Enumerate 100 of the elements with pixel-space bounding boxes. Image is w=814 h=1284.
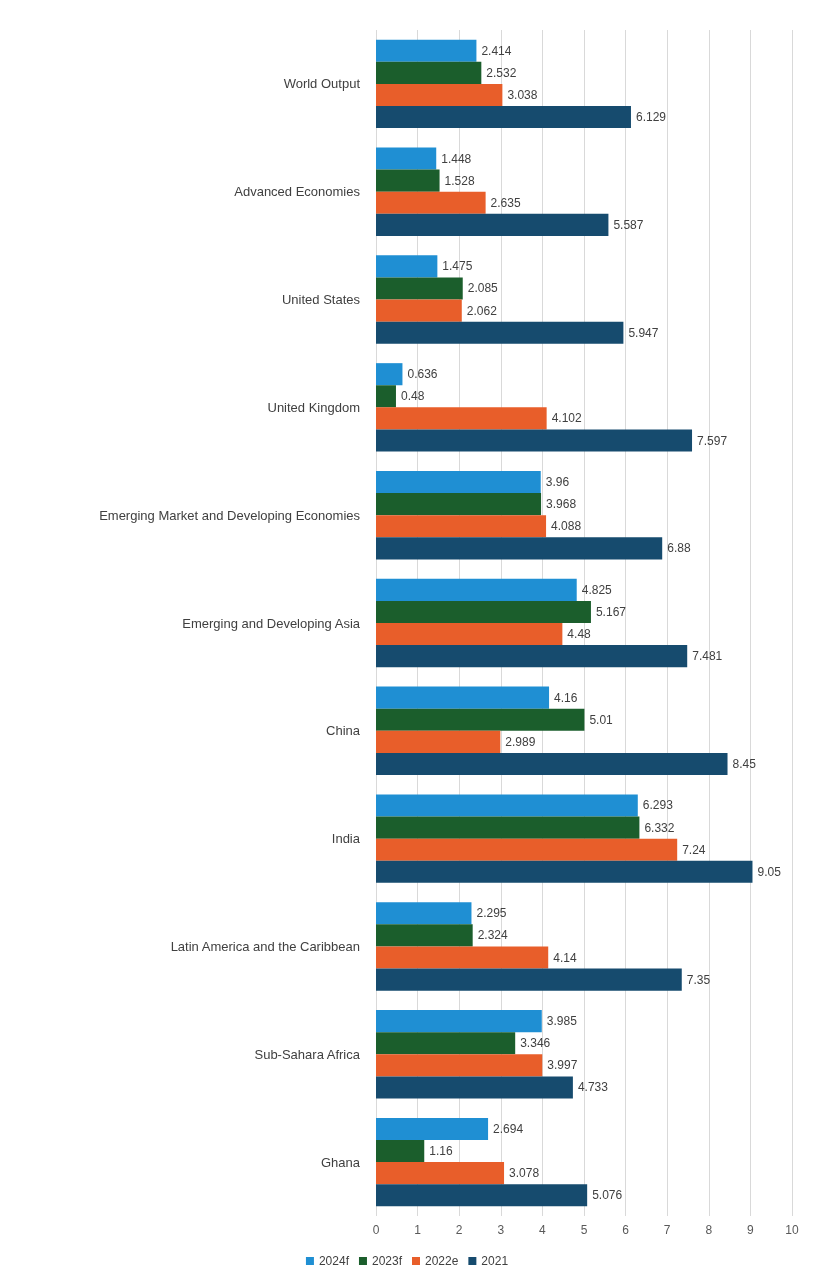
x-tick-label: 2	[455, 1223, 463, 1237]
data-label: 4.102	[551, 411, 582, 426]
data-label: 2.635	[490, 195, 521, 210]
data-label: 2.694	[493, 1121, 524, 1136]
data-label: 3.346	[520, 1036, 551, 1051]
bar	[376, 1032, 516, 1055]
bar	[376, 169, 440, 192]
data-label: 7.481	[692, 649, 723, 664]
y-tick-label: Ghana	[320, 1154, 361, 1170]
x-tick-label: 1	[414, 1223, 422, 1237]
y-tick-label: Emerging and Developing Asia	[182, 615, 361, 631]
bar	[376, 515, 547, 538]
legend-label: 2021	[481, 1254, 509, 1268]
data-label: 6.332	[644, 820, 675, 835]
bar	[376, 1076, 573, 1099]
bar	[376, 708, 585, 731]
x-tick-label: 10	[785, 1223, 799, 1237]
bar	[376, 946, 549, 969]
legend-label: 2023f	[371, 1254, 403, 1268]
data-label: 1.528	[444, 173, 475, 188]
x-tick-label: 3	[497, 1223, 505, 1237]
bar	[376, 924, 473, 947]
bar	[376, 277, 463, 300]
x-tick-label: 0	[372, 1223, 380, 1237]
bar	[376, 299, 462, 322]
y-tick-label: Sub-Sahara Africa	[254, 1046, 361, 1062]
data-label: 3.997	[547, 1058, 578, 1073]
data-label: 3.078	[509, 1166, 540, 1181]
bar	[376, 645, 688, 668]
x-tick-label: 4	[539, 1223, 547, 1237]
bar	[376, 39, 477, 62]
data-label: 1.448	[441, 151, 472, 166]
bar	[376, 1117, 489, 1140]
bar	[376, 363, 403, 386]
x-tick-label: 5	[580, 1223, 588, 1237]
bar	[376, 321, 624, 344]
data-label: 5.076	[592, 1188, 623, 1203]
y-tick-label: United Kingdom	[267, 399, 360, 415]
bar	[376, 752, 728, 776]
data-label: 3.985	[546, 1014, 578, 1029]
bar	[376, 429, 693, 452]
data-label: 4.14	[553, 950, 577, 965]
data-label: 5.01	[589, 712, 614, 727]
data-label: 4.088	[551, 519, 582, 534]
y-tick-label: World Output	[283, 76, 361, 92]
data-label: 4.825	[581, 582, 613, 597]
y-tick-label: United States	[281, 292, 361, 308]
data-label: 2.989	[505, 734, 536, 749]
data-label: 2.295	[476, 906, 507, 921]
data-label: 5.167	[595, 604, 627, 619]
bar	[376, 968, 682, 991]
bar	[376, 470, 541, 494]
y-tick-label: Advanced Economies	[234, 184, 361, 200]
data-label: 3.038	[507, 87, 538, 102]
data-label: 2.414	[481, 43, 512, 58]
bar	[376, 407, 547, 430]
data-label: 4.48	[567, 627, 592, 642]
bar	[376, 623, 563, 646]
bar	[376, 860, 753, 883]
bar	[376, 61, 482, 84]
bar	[376, 191, 486, 214]
data-label: 7.35	[686, 972, 711, 987]
bar	[376, 537, 663, 560]
x-tick-label: 9	[747, 1223, 755, 1237]
y-tick-label: China	[326, 723, 361, 739]
bar	[376, 1139, 425, 1163]
bar	[376, 578, 577, 601]
y-tick-label: India	[331, 831, 361, 847]
data-label: 2.085	[467, 281, 499, 296]
bar	[376, 255, 438, 278]
data-label: 9.05	[757, 864, 782, 879]
x-tick-label: 6	[622, 1223, 630, 1237]
bar	[376, 816, 640, 839]
data-label: 2.532	[486, 65, 517, 80]
bar	[376, 1010, 542, 1033]
bar	[376, 686, 550, 709]
y-tick-label: Emerging Market and Developing Economies	[99, 507, 361, 523]
data-label: 4.733	[577, 1080, 609, 1095]
data-label: 6.129	[635, 110, 667, 125]
y-tick-label: Latin America and the Caribbean	[170, 938, 360, 954]
legend-label: 2024f	[318, 1254, 350, 1268]
bar	[376, 83, 503, 107]
data-label: 3.968	[546, 497, 577, 512]
data-label: 1.16	[429, 1144, 453, 1159]
data-label: 2.062	[466, 303, 498, 318]
x-tick-label: 8	[705, 1223, 713, 1237]
bar	[376, 794, 638, 817]
data-label: 4.16	[554, 690, 578, 705]
bar	[376, 838, 678, 861]
bar	[376, 600, 591, 623]
bar	[376, 106, 631, 129]
data-label: 0.48	[400, 389, 425, 404]
x-tick-label: 7	[663, 1223, 671, 1237]
bar	[376, 1162, 505, 1185]
data-label: 6.293	[642, 798, 674, 813]
legend-label: 2022e	[425, 1254, 459, 1268]
bar	[376, 213, 609, 236]
data-label: 3.96	[545, 475, 570, 490]
bar	[376, 493, 542, 516]
data-label: 5.587	[613, 217, 644, 232]
